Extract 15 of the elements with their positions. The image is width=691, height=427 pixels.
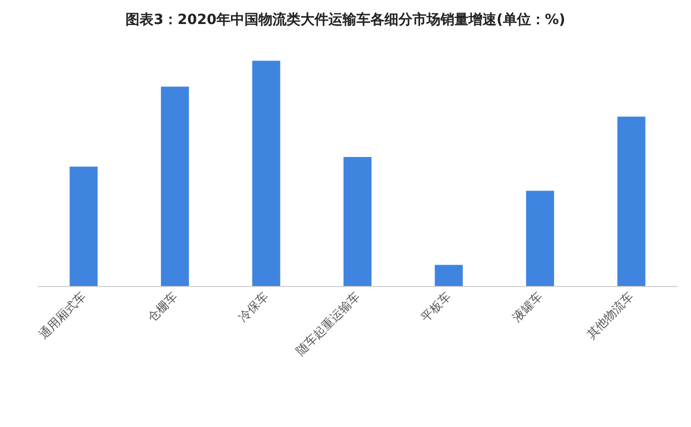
x-tick-label: 平板车: [418, 289, 454, 324]
bar: [344, 156, 372, 286]
x-tick-label: 冷保车: [236, 289, 272, 324]
x-tick-label: 通用厢式车: [36, 289, 89, 342]
bar: [160, 86, 189, 286]
bar: [526, 190, 554, 286]
bar: [252, 60, 280, 286]
x-tick-label: 液罐车: [510, 289, 546, 324]
x-tick-label: 随车起重运输车: [293, 289, 362, 358]
bar: [434, 264, 463, 286]
x-tick-label: 仓栅车: [144, 289, 180, 324]
x-tick-label: 其他物流车: [584, 289, 636, 342]
bar: [70, 166, 98, 286]
bar: [617, 116, 646, 286]
chart-title: 图表3：2020年中国物流类大件运输车各细分市场销量增速(单位：%): [126, 11, 566, 28]
